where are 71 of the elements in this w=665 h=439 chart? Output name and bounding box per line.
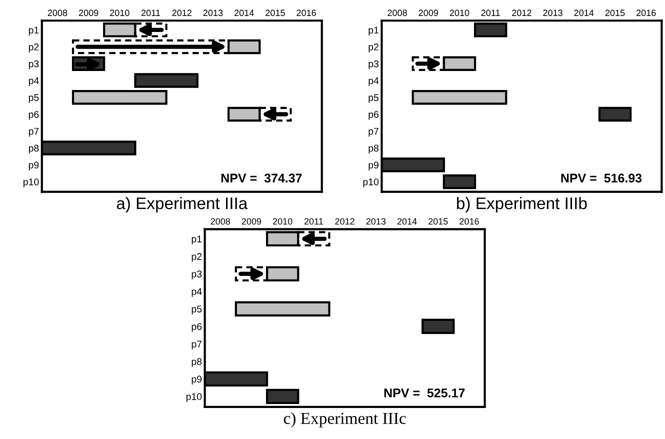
x-tick-label: 2012 <box>335 218 354 225</box>
y-tick-label: p6 <box>192 323 202 332</box>
text: b) Experiment IIIb <box>457 196 587 213</box>
y-tick-label: p8 <box>28 144 39 154</box>
x-tick-label: 2008 <box>388 10 407 16</box>
bar <box>72 90 168 105</box>
x-tick-label: 2008 <box>48 10 68 16</box>
y-tick-label: p7 <box>28 128 39 137</box>
y-tick-label: p3 <box>28 60 39 70</box>
y-tick-label: p2 <box>192 253 202 262</box>
x-tick-label: 2016 <box>636 10 656 16</box>
y-tick-label: p7 <box>368 128 378 137</box>
y-tick-label: p9 <box>368 162 378 170</box>
x-tick-label: 2012 <box>172 10 192 16</box>
y-tick-label: p9 <box>28 162 39 170</box>
y-tick-label: p10 <box>363 178 379 188</box>
x-tick-label: 2016 <box>296 10 316 16</box>
y-tick-label: p6 <box>368 110 379 120</box>
y-tick-label: p10 <box>24 178 39 188</box>
y-tick-label: p4 <box>192 288 202 297</box>
x-tick-label: 2013 <box>543 10 562 16</box>
annotation: NPV = 516.93 <box>561 174 642 183</box>
x-tick-label: 2009 <box>418 10 438 16</box>
x-tick-label: 2009 <box>78 10 98 16</box>
x-tick-label: 2011 <box>481 10 500 16</box>
y-tick-label: p3 <box>192 270 202 280</box>
bar <box>422 318 455 334</box>
y-tick-label: p10 <box>186 393 202 402</box>
y-tick-label: p2 <box>368 44 378 52</box>
y-tick-label: p4 <box>28 77 39 86</box>
x-tick-label: 2013 <box>366 218 386 225</box>
y-tick-label: p2 <box>28 44 39 52</box>
y-tick-label: p9 <box>192 376 202 384</box>
y-tick-label: p6 <box>28 110 39 120</box>
x-tick-label: 2014 <box>234 10 254 16</box>
x-tick-label: 2010 <box>450 10 470 16</box>
y-tick-label: p1 <box>192 236 202 244</box>
y-tick-label: p1 <box>28 26 39 36</box>
x-tick-label: 2009 <box>242 218 262 225</box>
text: a) Experiment IIIa <box>116 196 248 213</box>
x-tick-label: 2015 <box>428 218 448 225</box>
y-tick-label: p8 <box>368 144 379 154</box>
bar <box>598 106 632 122</box>
annotation: NPV = 374.37 <box>221 174 302 183</box>
x-tick-label: 2015 <box>605 10 625 16</box>
y-tick-label: p4 <box>368 77 379 86</box>
bar <box>442 174 476 190</box>
x-tick-label: 2016 <box>460 218 479 225</box>
y-tick-label: p3 <box>368 60 379 70</box>
bar <box>234 301 330 316</box>
text: c) Experiment IIIc <box>284 412 406 428</box>
annotation: NPV = 525.17 <box>384 388 465 398</box>
y-tick-label: p5 <box>28 94 39 103</box>
x-tick-label: 2014 <box>397 218 417 225</box>
y-tick-label: p7 <box>192 340 202 350</box>
x-tick-label: 2014 <box>574 10 594 16</box>
y-tick-label: p5 <box>368 94 379 103</box>
x-tick-label: 2011 <box>142 10 160 16</box>
bar <box>412 90 508 105</box>
y-tick-label: p8 <box>192 358 202 367</box>
bar <box>134 73 198 88</box>
x-tick-label: 2012 <box>512 10 532 16</box>
x-tick-label: 2010 <box>273 218 292 225</box>
y-tick-label: p1 <box>368 26 378 36</box>
x-tick-label: 2010 <box>110 10 130 16</box>
bar <box>266 388 300 404</box>
x-tick-label: 2011 <box>304 218 323 225</box>
x-tick-label: 2008 <box>210 218 230 225</box>
y-tick-label: p5 <box>192 306 202 314</box>
x-tick-label: 2015 <box>266 10 285 16</box>
x-tick-label: 2013 <box>203 10 223 16</box>
